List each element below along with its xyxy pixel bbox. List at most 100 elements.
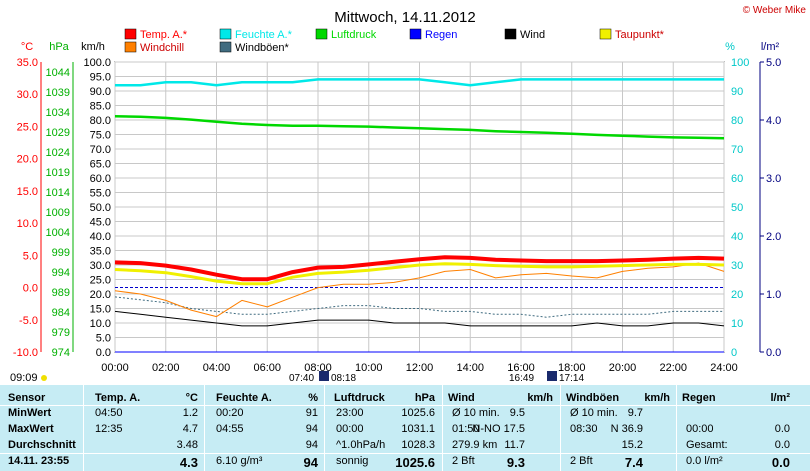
table-cell: 08:30	[570, 423, 598, 435]
tick-kmh: 30.0	[90, 260, 111, 272]
row-label: MinWert	[8, 407, 52, 419]
series-line	[114, 115, 725, 140]
row-separator	[0, 405, 810, 406]
tick-rain: 2.0	[766, 231, 781, 243]
credit-text: © Weber Mike	[743, 5, 807, 16]
stats-table: Sensor Temp. A. °C Feuchte A.% Luftdruck hPa W…	[0, 385, 810, 471]
tick-rain: 4.0	[766, 115, 781, 127]
table-cell: 94	[305, 423, 318, 435]
legend-label: Taupunkt*	[615, 29, 665, 41]
tick-percent: 90	[731, 86, 743, 98]
legend-swatch	[409, 28, 422, 40]
series-line	[114, 262, 725, 286]
table-cell: 01:50	[452, 423, 480, 435]
tick-kmh: 0.0	[96, 347, 111, 359]
sunset-icon	[547, 371, 557, 381]
tick-hpa: 1044	[46, 67, 70, 79]
tick-kmh: 65.0	[90, 159, 111, 171]
tick-rain: 5.0	[766, 57, 781, 69]
table-header: Regen	[682, 392, 716, 404]
tick-kmh: 50.0	[90, 202, 111, 214]
tick-time: 06:00	[253, 362, 281, 374]
tick-kmh: 95.0	[90, 72, 111, 84]
tick-time: 16:00	[507, 362, 535, 374]
legend-swatch	[219, 28, 232, 40]
table-cell: 0.0	[771, 455, 790, 470]
sunset-time: 16:49	[509, 373, 534, 384]
table-header: Feuchte A.	[216, 392, 272, 404]
table-cell: Ø 10 min.	[452, 407, 500, 419]
table-cell: Ø 10 min.	[570, 407, 618, 419]
table-header: Sensor	[8, 392, 46, 404]
column-separator	[204, 385, 205, 471]
legend-label: Regen	[425, 29, 457, 41]
table-cell: 9.7	[627, 407, 643, 419]
table-cell: 00:00	[336, 423, 364, 435]
chart-title: Mittwoch, 14.11.2012	[334, 9, 475, 26]
tick-percent: 100	[731, 57, 749, 69]
column-separator	[560, 385, 561, 471]
tick-kmh: 35.0	[90, 246, 111, 258]
tick-time: 24:00	[710, 362, 738, 374]
sun-markers: 09:09 07:40 08:18 16:49 17:14	[10, 371, 584, 384]
legend-label: Windböen*	[235, 42, 290, 54]
tick-time: 22:00	[659, 362, 687, 374]
axis-label-kmh: km/h	[81, 41, 105, 53]
tick-kmh: 100.0	[83, 57, 111, 69]
table-cell: 9.5	[509, 407, 525, 419]
table-header: km/h	[527, 392, 553, 404]
tick-celsius: 35.0	[17, 57, 38, 69]
table-cell: 0.0	[774, 439, 790, 451]
tick-percent: 60	[731, 173, 743, 185]
tick-kmh: 20.0	[90, 289, 111, 301]
tick-hpa: 1019	[46, 167, 70, 179]
tick-celsius: 25.0	[17, 121, 38, 133]
tick-celsius: -10.0	[13, 347, 38, 359]
tick-kmh: 85.0	[90, 101, 111, 113]
tick-celsius: 15.0	[17, 186, 38, 198]
table-header: Temp. A.	[95, 392, 141, 404]
table-cell: 1025.6	[401, 407, 435, 419]
table-cell: 1028.3	[401, 439, 435, 451]
tick-time: 12:00	[406, 362, 434, 374]
tick-rain: 1.0	[766, 289, 781, 301]
table-header: hPa	[414, 392, 435, 404]
table-cell: 1025.6	[395, 455, 435, 470]
table-cell: N 36.9	[610, 423, 643, 435]
legend-label: Wind	[520, 29, 545, 41]
table-cell: 0.0	[774, 423, 790, 435]
legend-swatch	[124, 28, 137, 40]
tick-kmh: 45.0	[90, 217, 111, 229]
row-label: MaxWert	[8, 423, 54, 435]
tick-time: 10:00	[355, 362, 383, 374]
tick-percent: 80	[731, 115, 743, 127]
table-header: km/h	[644, 392, 670, 404]
tick-hpa: 1029	[46, 127, 70, 139]
sunrise-time-2: 08:18	[331, 373, 356, 384]
tick-hpa: 1009	[46, 207, 70, 219]
legend-label: Luftdruck	[331, 29, 377, 41]
table-cell: 15.2	[621, 439, 643, 451]
axis-label-hpa: hPa	[49, 41, 69, 53]
legend-swatch	[504, 28, 517, 40]
tick-celsius: 20.0	[17, 154, 38, 166]
weather-chart: Mittwoch, 14.11.2012 © Weber Mike Temp. …	[10, 5, 807, 384]
table-cell: 12:35	[95, 423, 123, 435]
tick-time: 14:00	[456, 362, 484, 374]
tick-percent: 10	[731, 318, 743, 330]
tick-percent: 70	[731, 144, 743, 156]
axis-label-percent: %	[725, 41, 735, 53]
sun-icon	[41, 375, 47, 381]
table-cell: 6.10 g/m³	[216, 455, 263, 467]
table-cell: 4.7	[182, 423, 198, 435]
row-label: 14.11. 23:55	[8, 455, 70, 467]
row-label: Durchschnitt	[8, 439, 76, 451]
table-cell: 00:00	[686, 423, 714, 435]
tick-hpa: 1034	[46, 107, 70, 119]
table-cell: 00:20	[216, 407, 244, 419]
sunset-time-2: 17:14	[559, 373, 584, 384]
table-header: °C	[185, 392, 198, 404]
tick-hpa: 984	[52, 307, 70, 319]
tick-time: 04:00	[203, 362, 231, 374]
row-separator	[0, 453, 810, 454]
